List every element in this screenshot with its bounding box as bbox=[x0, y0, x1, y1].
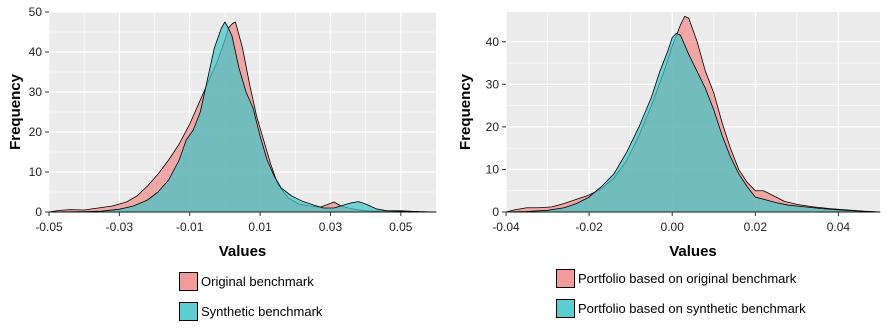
x-tick-label: 0.03 bbox=[319, 220, 343, 234]
x-tick-label: -0.04 bbox=[492, 220, 520, 234]
x-tick-label: 0.01 bbox=[248, 220, 272, 234]
chart-1: 0 10 20 30 40 50 -0.05 -0.03 -0.01 0.01 0.03 0.05 Va… bbox=[7, 5, 437, 260]
legend-key-portfolio-original bbox=[556, 268, 575, 288]
y-tick-label: 10 bbox=[29, 165, 43, 179]
y-axis-title: Frequency bbox=[7, 73, 24, 150]
legend-label-synthetic: Synthetic benchmark bbox=[201, 303, 323, 319]
y-axis-title: Frequency bbox=[457, 73, 474, 150]
x-tick-label: 0.02 bbox=[744, 220, 768, 234]
legend-label-portfolio-synthetic: Portfolio based on synthetic benchmark bbox=[578, 300, 806, 316]
legend-label-original: Original benchmark bbox=[201, 273, 314, 289]
x-tick-label: -0.05 bbox=[35, 220, 63, 234]
y-tick-label: 50 bbox=[29, 5, 43, 19]
legend-item-original: Original benchmark bbox=[179, 269, 322, 293]
legend-left: Original benchmark Synthetic benchmark bbox=[179, 269, 322, 329]
legend-item-portfolio-synthetic: Portfolio based on synthetic benchmark bbox=[556, 296, 806, 320]
legend-label-portfolio-original: Portfolio based on original benchmark bbox=[578, 270, 797, 286]
y-tick-label: 0 bbox=[35, 205, 42, 219]
density-area-series-2 bbox=[48, 21, 437, 213]
y-tick-label: 40 bbox=[486, 35, 500, 49]
x-axis-title: Values bbox=[219, 243, 267, 260]
y-tick-label: 20 bbox=[486, 120, 500, 134]
chart-2: 0 10 20 30 40 -0.04 -0.02 0.00 0.02 0.04 Values Fre… bbox=[457, 12, 881, 260]
x-axis-title: Values bbox=[669, 243, 717, 260]
y-tick-label: 30 bbox=[29, 85, 43, 99]
x-tick-label: -0.03 bbox=[106, 220, 134, 234]
x-tick-label: -0.01 bbox=[176, 220, 204, 234]
y-tick-label: 30 bbox=[486, 77, 500, 91]
x-tick-label: 0.00 bbox=[661, 220, 685, 234]
y-tick-label: 10 bbox=[486, 162, 500, 176]
x-tick-label: -0.02 bbox=[575, 220, 603, 234]
legend-item-portfolio-original: Portfolio based on original benchmark bbox=[556, 266, 806, 290]
density-area-series-2 bbox=[505, 32, 881, 213]
legend-right: Portfolio based on original benchmark Po… bbox=[556, 266, 806, 326]
legend-item-synthetic: Synthetic benchmark bbox=[179, 299, 322, 323]
legend-key-portfolio-synthetic bbox=[556, 298, 575, 318]
y-tick-label: 40 bbox=[29, 45, 43, 59]
x-tick-label: 0.04 bbox=[827, 220, 851, 234]
legend-key-original bbox=[179, 271, 198, 291]
y-tick-label: 20 bbox=[29, 125, 43, 139]
y-tick-label: 0 bbox=[492, 205, 499, 219]
legend-key-synthetic bbox=[179, 301, 198, 321]
x-tick-label: 0.05 bbox=[389, 220, 413, 234]
